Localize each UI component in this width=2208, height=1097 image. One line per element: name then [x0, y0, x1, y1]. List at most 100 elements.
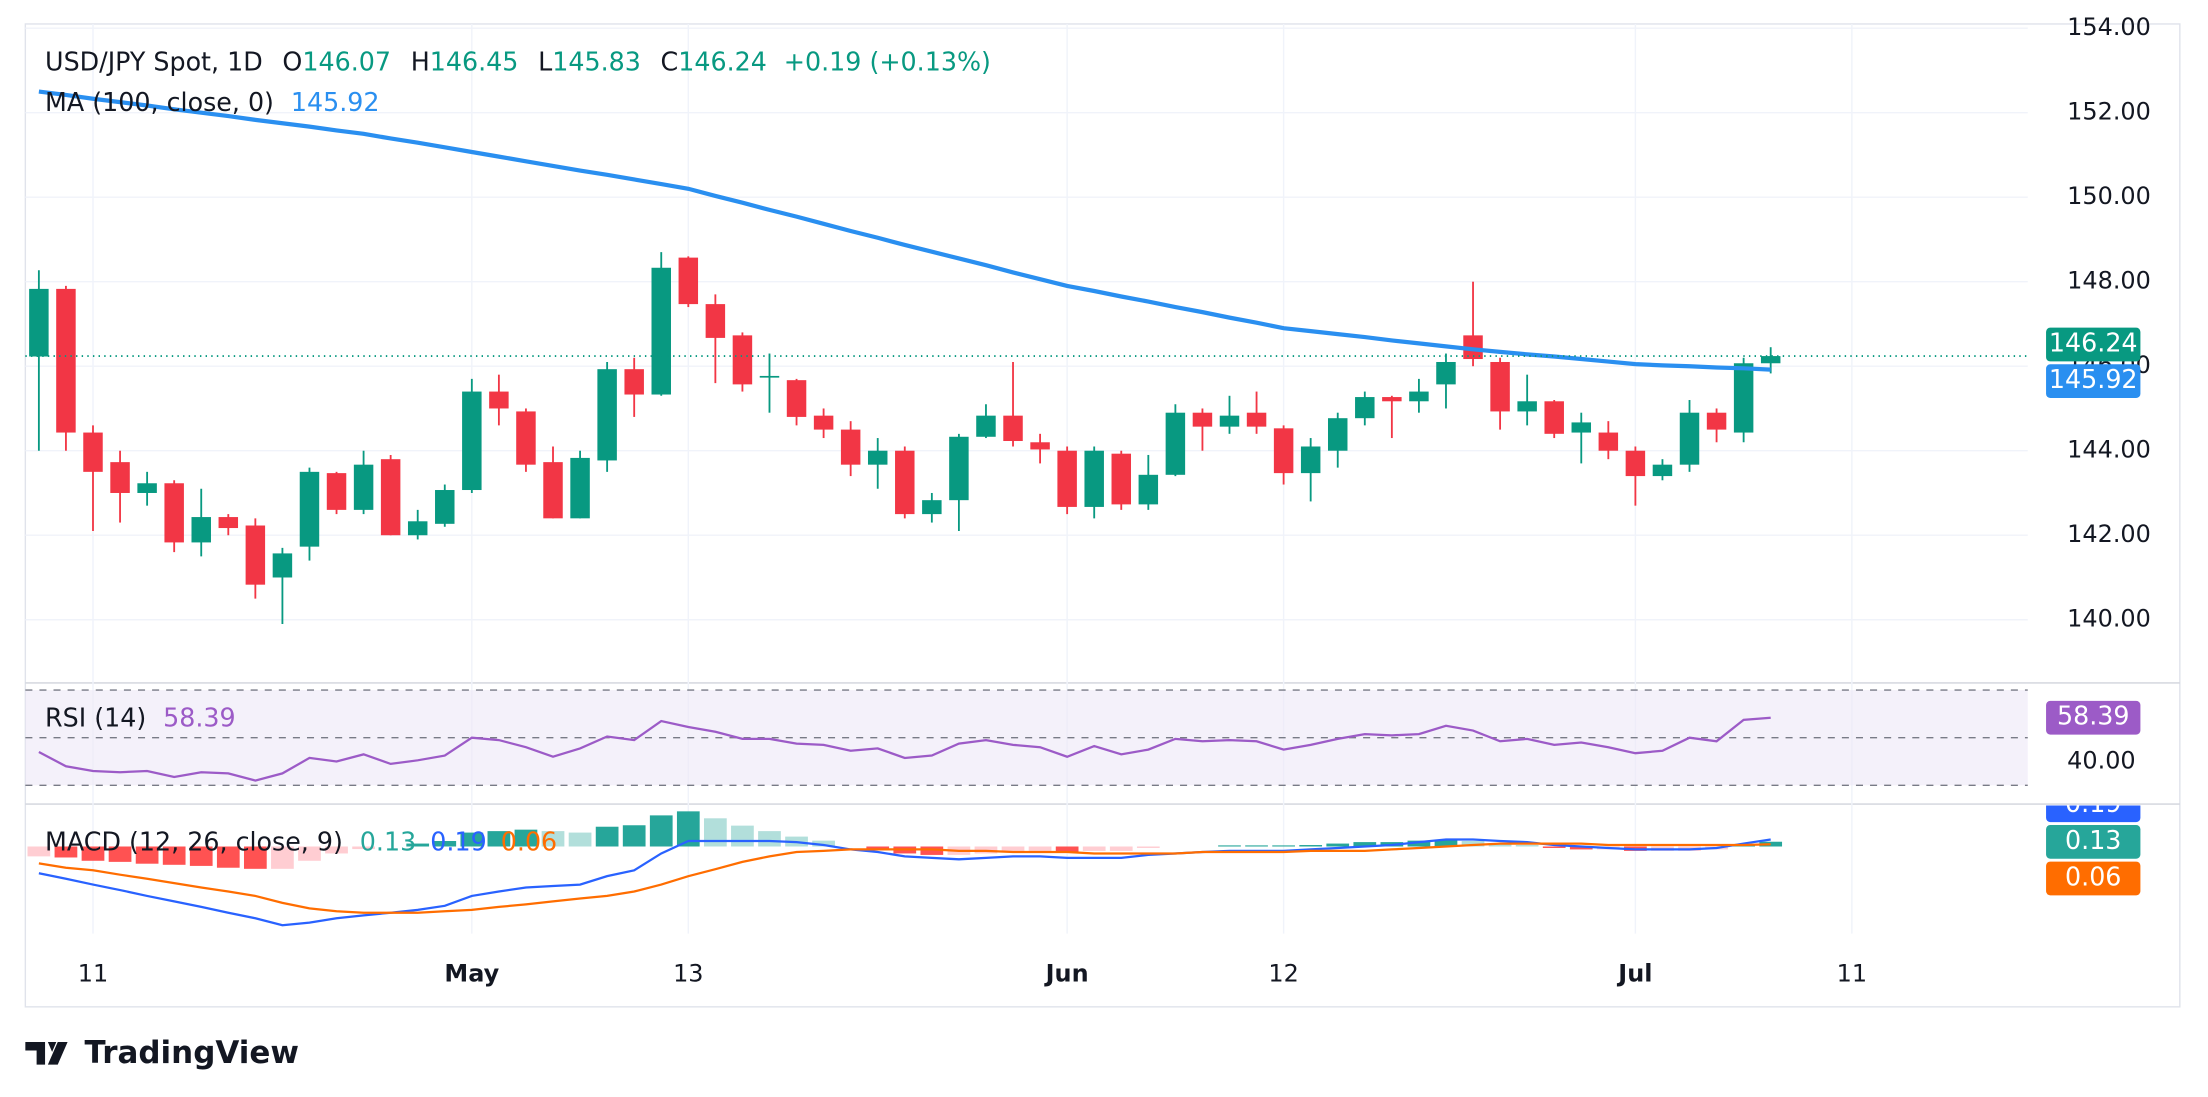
candle-body	[191, 517, 211, 543]
price-tag-label: 0.06	[2065, 861, 2121, 891]
rsi-legend: RSI (14) 58.39	[45, 703, 236, 733]
candle-body	[1165, 412, 1186, 475]
y-tick-label: 154.00	[2067, 13, 2151, 41]
histogram-bar	[1542, 846, 1566, 848]
x-tick-label: Jul	[1616, 959, 1652, 987]
candle-body	[678, 257, 699, 305]
histogram-bar	[54, 846, 78, 858]
low-label: L	[538, 46, 552, 76]
candle-body	[759, 375, 780, 378]
candle-body	[1138, 474, 1159, 505]
candle-body	[29, 288, 49, 357]
candle-body	[1436, 361, 1456, 385]
candle-body	[651, 267, 671, 395]
histogram-bar	[731, 825, 754, 847]
macd-legend: MACD (12, 26, close, 9) 0.13 0.19 0.06	[45, 827, 557, 857]
histogram-bar	[1407, 840, 1431, 847]
candle-body	[1625, 450, 1646, 477]
candle-body	[732, 335, 753, 385]
price-tag-label: 145.92	[2049, 364, 2138, 394]
histogram-bar	[135, 846, 159, 864]
candle-body	[299, 471, 320, 547]
histogram-bar	[1272, 845, 1295, 847]
candle-body	[543, 462, 563, 519]
histogram-bar	[595, 826, 619, 847]
histogram-bar	[325, 846, 348, 854]
price-tag-box	[2046, 327, 2141, 362]
high-value: 146.45	[430, 46, 519, 76]
candle-body	[516, 411, 536, 465]
histogram-bar	[433, 841, 457, 847]
candle-body	[786, 380, 807, 417]
open-value: 146.07	[302, 46, 391, 76]
low-value: 145.83	[552, 46, 641, 76]
labels-layer: 11 May 13 Jun 12 Jul 11 140.00 142.00 144.00 146.0…	[78, 13, 2151, 987]
price-tags: 0.19 0.13 0.06	[2046, 788, 2141, 896]
candle-body	[1111, 453, 1132, 505]
brand-logo: TradingView	[25, 1035, 299, 1071]
histogram-bar	[81, 846, 105, 861]
histogram-bar	[568, 832, 592, 847]
histogram-bar	[676, 811, 700, 847]
candle-body	[1355, 397, 1375, 419]
candle-body	[1598, 432, 1619, 451]
candle-body	[326, 473, 347, 510]
histogram-bar	[1245, 845, 1268, 847]
y-tick-label: 140.00	[2067, 605, 2151, 633]
price-tag-label: 146.24	[2049, 328, 2138, 358]
histogram-bar	[1326, 843, 1350, 847]
open-label: O	[282, 46, 302, 76]
signal-value: 0.06	[501, 827, 557, 857]
candle-body	[1057, 450, 1077, 507]
high-label: H	[411, 46, 430, 76]
candle-body	[218, 517, 239, 529]
candle-body	[840, 429, 861, 465]
candle-body	[56, 288, 76, 433]
histogram-bar	[27, 846, 51, 857]
candle-body	[1219, 415, 1240, 427]
candle-body	[462, 391, 482, 491]
histogram-bar	[460, 832, 484, 847]
candle-body	[1327, 418, 1348, 451]
rsi-line	[38, 716, 1771, 782]
price-tag-label: 0.13	[2065, 825, 2121, 855]
main-legend: USD/JPY Spot, 1D O146.07 H146.45 L145.83 C14…	[45, 46, 991, 76]
background-layer	[25, 23, 2028, 934]
candle-body	[1030, 442, 1050, 450]
price-tags: 146.24 145.92	[2046, 327, 2141, 399]
candle-body	[1652, 464, 1673, 477]
x-tick-label: Jun	[1044, 959, 1089, 987]
candle-body	[705, 304, 726, 338]
candle-body	[1409, 391, 1429, 402]
histogram-bar	[704, 818, 727, 847]
histogram-bar	[108, 846, 132, 862]
histogram-bar	[1515, 845, 1539, 847]
change-value: +0.19 (+0.13%)	[784, 46, 991, 76]
candle-body	[272, 553, 293, 578]
y-tick-label: 152.00	[2067, 98, 2151, 126]
histogram-bar	[1353, 842, 1377, 847]
histogram-bar	[1082, 846, 1106, 851]
price-tag-label: 0.19	[2065, 788, 2121, 818]
candle-body	[1246, 412, 1267, 427]
candle-body	[1517, 401, 1537, 412]
x-tick-label: 11	[78, 959, 108, 987]
histogram-bar	[298, 846, 321, 861]
candle-body	[1706, 412, 1727, 430]
rsi-value: 58.39	[163, 703, 236, 733]
macd-title: MACD (12, 26, close, 9)	[45, 827, 343, 857]
y-tick-label: 148.00	[2067, 267, 2151, 295]
candle-body	[976, 415, 996, 437]
candle-body	[1733, 363, 1754, 433]
moving-average-line	[38, 89, 1771, 372]
candle-body	[110, 462, 130, 493]
histogram-bar	[812, 840, 835, 847]
ma-title: MA (100, close, 0)	[45, 87, 274, 117]
candle-body	[1544, 401, 1564, 434]
histogram-bar	[622, 825, 646, 847]
histogram-bar	[1488, 843, 1512, 847]
price-tag-label: 58.39	[2057, 701, 2130, 731]
symbol-title: USD/JPY Spot, 1D	[45, 46, 263, 76]
candle-body	[895, 450, 915, 515]
